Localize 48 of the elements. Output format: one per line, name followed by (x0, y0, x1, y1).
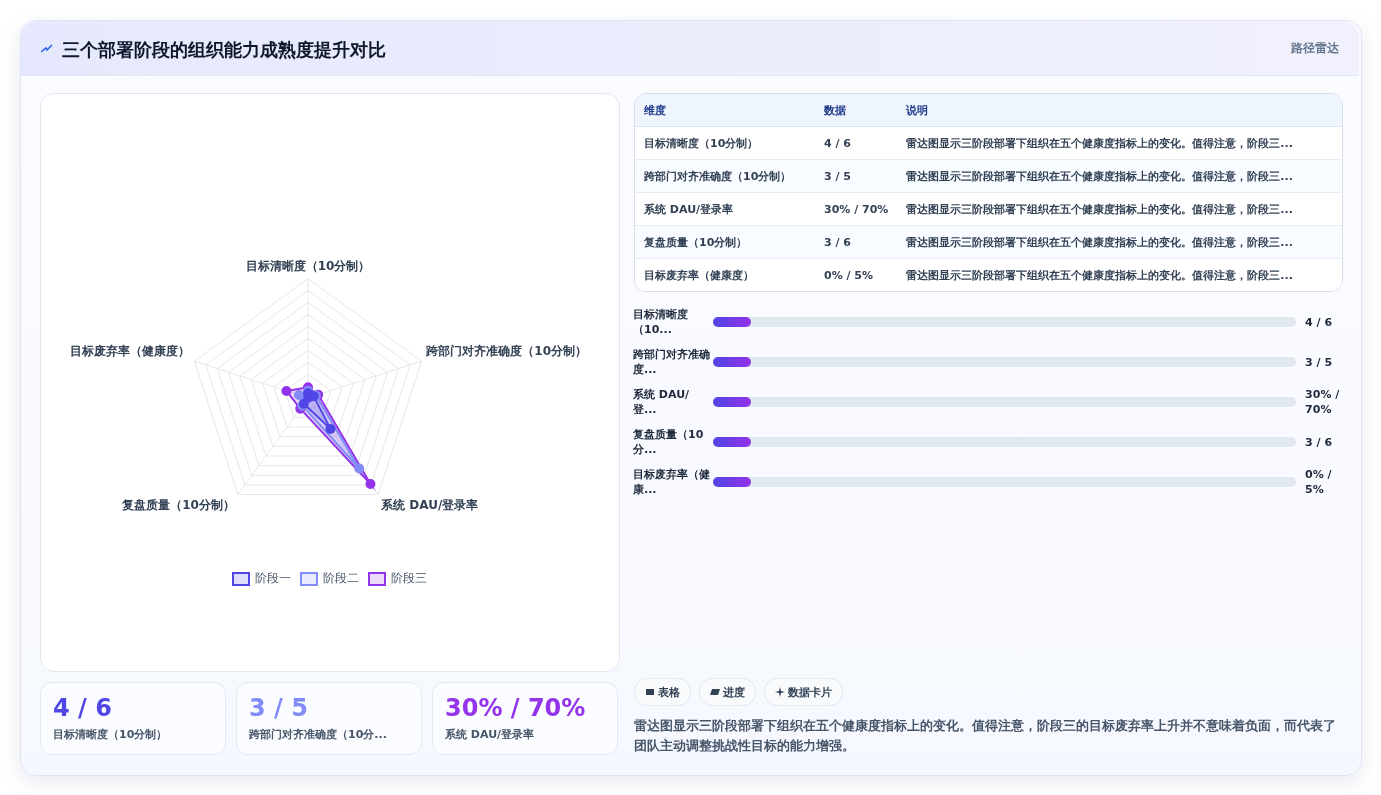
text: 30% / 70% (445, 694, 586, 722)
text: 雷达图显示三阶段部署下组织在五个健康度指标上的变化。值得注意，阶段三... (906, 268, 1293, 282)
text: 雷达图显示三阶段部署下组织在五个健康度指标上的变化。值得注意，阶段三... (906, 202, 1293, 216)
category-label: 目标清晰度（10... (633, 307, 689, 337)
text: 目标清晰度（10分制） (644, 136, 759, 150)
category-label: 系统 DAU/登录率 (445, 727, 536, 742)
text: 0% / 5% (824, 268, 874, 282)
text: 3 / 6 (1305, 435, 1333, 449)
category-label: 跨部门对齐准确度（10分... (249, 727, 388, 742)
text: 数据卡片 (764, 678, 843, 706)
text: 三个部署阶段的组织能力成熟度提升对比 (62, 38, 386, 62)
text: 雷达图显示三阶段部署下组织在五个健康度指标上的变化。值得注意，阶段三... (906, 235, 1293, 249)
text: 3 / 5 (249, 694, 308, 722)
text: 跨部门对齐准确度（10分制） (644, 169, 792, 183)
text: 目标废弃率（健康度） (644, 268, 754, 282)
text: 4 / 6 (824, 136, 851, 150)
spoke-label: 复盘质量（10分制） (121, 497, 235, 512)
text: 系统 DAU/登录率 (644, 202, 734, 216)
text: 3 / 5 (824, 169, 851, 183)
legend-label: 阶段一 (255, 571, 291, 586)
category-label: 目标清晰度（10分制） (53, 727, 169, 742)
spoke-label: 跨部门对齐准确度（10分制） (425, 344, 587, 359)
legend-label: 阶段二 (323, 571, 359, 586)
text: 进度 (699, 678, 756, 706)
text: 3 / 6 (824, 235, 851, 249)
text: 雷达图显示三阶段部署下组织在五个健康度指标上的变化。值得注意，阶段三... (906, 169, 1293, 183)
text: 复盘质量（10分制） (644, 235, 748, 249)
spoke-label: 目标废弃率（健康度） (69, 344, 190, 359)
category-label: 复盘质量（10分... (633, 427, 705, 457)
text: 0% / 5% (1305, 468, 1332, 496)
text: 30% / 70% (824, 202, 889, 216)
text: 3 / 5 (1305, 355, 1333, 369)
spoke-label: 目标清晰度（10分制） (245, 258, 371, 273)
text: 雷达图显示三阶段部署下组织在五个健康度指标上的变化。值得注意，阶段三的目标废弃率上升并不意味着负面，而代表了团队主动调整挑战性目标的能力增强。 (634, 717, 1337, 755)
category-label: 跨部门对齐准确度... (633, 347, 711, 377)
legend-label: 阶段三 (391, 571, 427, 586)
category-label: 说明 (897, 94, 1342, 127)
text: 路径雷达 (1291, 40, 1339, 57)
text: 4 / 6 (1305, 315, 1333, 329)
category-label: 系统 DAU/登... (633, 387, 691, 417)
category-label: 维度 (635, 94, 815, 127)
category-label: 目标废弃率（健康... (633, 467, 711, 497)
text: 表格 (634, 678, 691, 706)
text: 雷达图显示三阶段部署下组织在五个健康度指标上的变化。值得注意，阶段三... (906, 136, 1293, 150)
spoke-label: 系统 DAU/登录率 (380, 497, 479, 512)
text: 4 / 6 (53, 694, 112, 722)
text: 30% / 70% (1305, 388, 1340, 416)
category-label: 数据 (815, 94, 898, 127)
